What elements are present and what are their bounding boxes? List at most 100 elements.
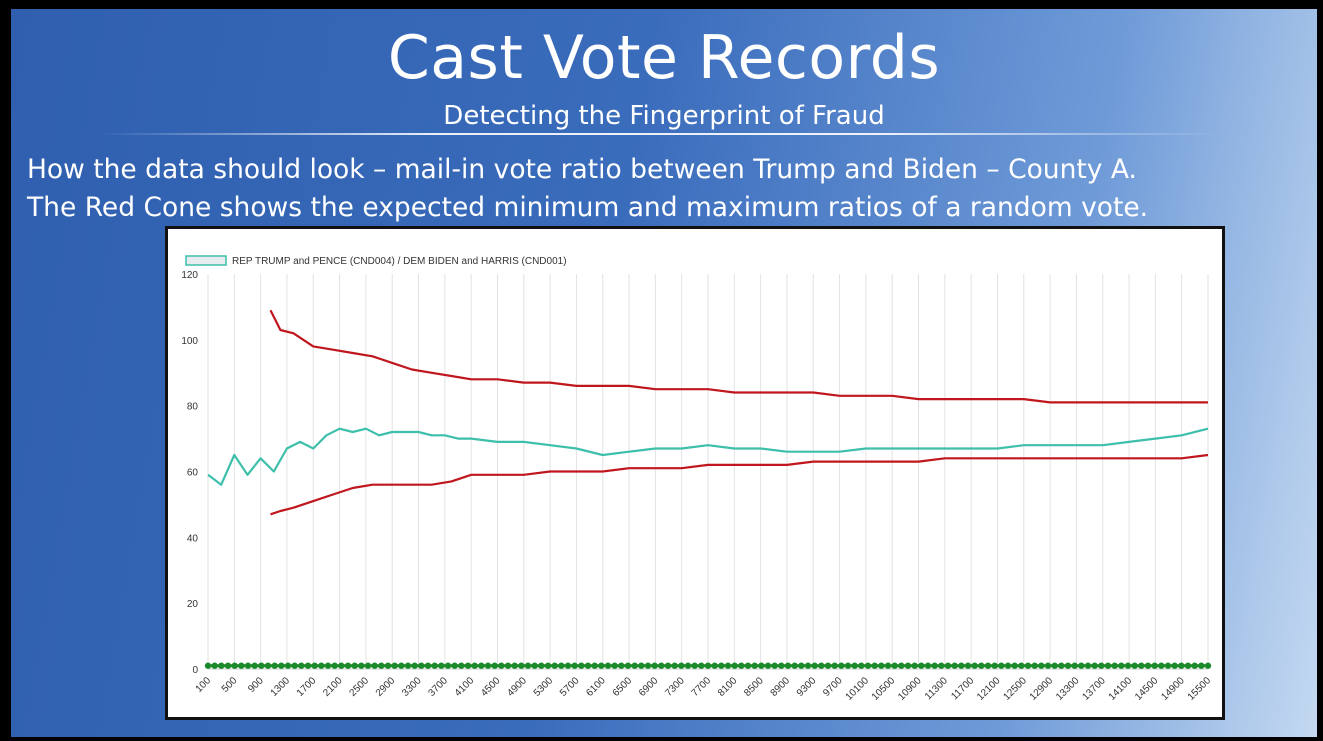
data-point [964,662,972,669]
data-point [1044,662,1052,669]
data-point [338,662,345,669]
title-divider [99,133,1219,135]
data-point [458,662,465,669]
legend-label: REP TRUMP and PENCE (CND004) / DEM BIDEN… [232,256,567,267]
data-point [1084,662,1092,669]
data-point [791,662,798,669]
data-point [878,662,885,669]
x-tick-label: 12100 [975,675,1003,703]
x-tick-label: 900 [246,675,266,695]
data-point [498,662,505,669]
data-point [931,662,938,669]
data-point [744,662,752,669]
series-line [207,427,1209,486]
data-point [431,662,438,669]
x-tick-label: 3300 [400,675,424,699]
data-point [944,662,952,669]
data-point [844,662,852,669]
data-point [1018,662,1025,669]
data-point [258,662,265,669]
data-point [1051,662,1058,669]
data-point [1138,662,1145,669]
data-point [724,662,732,669]
data-point [584,662,592,669]
data-point [718,662,725,669]
data-point [824,662,832,669]
data-point [1024,662,1032,669]
x-tick-label: 8100 [716,675,740,699]
data-point [438,662,445,669]
data-point [1151,662,1158,669]
data-point [551,662,558,669]
data-point [738,662,745,669]
data-point [898,662,905,669]
data-point [211,662,218,669]
data-point [1031,662,1038,669]
data-point [911,662,918,669]
data-point [818,662,825,669]
x-tick-label: 5700 [558,675,582,699]
data-point [384,662,392,669]
data-point [451,662,458,669]
description-line-1: How the data should look – mail-in vote … [27,154,1137,185]
data-point [578,662,585,669]
data-point [284,662,292,669]
x-tick-label: 3700 [426,675,450,699]
data-point [1171,662,1178,669]
data-point [224,662,232,669]
data-point [518,662,525,669]
x-tick-label: 5300 [532,675,556,699]
data-point [1004,662,1012,669]
x-tick-label: 9700 [821,675,845,699]
data-point [618,662,625,669]
series-line [270,453,1209,516]
x-tick-label: 7300 [663,675,687,699]
data-point [1111,662,1118,669]
data-point [671,662,678,669]
data-point [891,662,898,669]
x-tick-label: 6900 [637,675,661,699]
x-tick-label: 4900 [505,675,529,699]
data-point [771,662,778,669]
chart-frame: REP TRUMP and PENCE (CND004) / DEM BIDEN… [165,226,1225,720]
data-point [531,662,538,669]
data-point [1144,662,1152,669]
data-point [371,662,378,669]
data-point [291,662,298,669]
data-point [218,662,225,669]
x-tick-label: 14100 [1107,675,1135,703]
x-tick-label: 7700 [690,675,714,699]
data-point [231,662,238,669]
data-point [1064,662,1072,669]
chart-grid [207,274,1209,670]
data-point [1098,662,1105,669]
data-point [1204,662,1212,669]
data-point [444,662,452,669]
data-point [404,662,412,669]
series-layer [204,309,1212,669]
x-tick-label: 13300 [1054,675,1082,703]
data-point [598,662,605,669]
data-point [1131,662,1138,669]
data-point [318,662,325,669]
y-tick-label: 20 [187,599,199,610]
x-tick-label: 15500 [1186,675,1214,703]
data-point [1198,662,1205,669]
data-point [918,662,925,669]
data-point [1191,662,1198,669]
data-point [1158,662,1165,669]
data-point [731,662,738,669]
x-tick-label: 13700 [1080,675,1108,703]
data-point [364,662,372,669]
data-point [678,662,685,669]
data-point [858,662,865,669]
legend-swatch [185,255,227,266]
data-point [698,662,705,669]
data-point [464,662,472,669]
x-tick-label: 4100 [453,675,477,699]
data-point [504,662,512,669]
data-point [1058,662,1065,669]
data-point [804,662,812,669]
data-point [544,662,552,669]
data-point [378,662,385,669]
